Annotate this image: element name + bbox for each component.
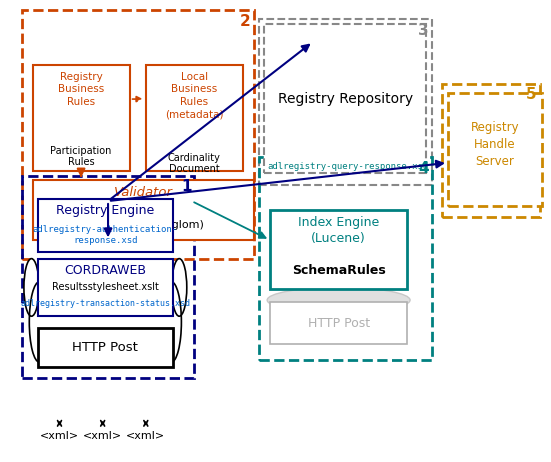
Text: SchemaRules: SchemaRules [291, 264, 386, 277]
FancyBboxPatch shape [33, 65, 129, 171]
FancyBboxPatch shape [38, 199, 173, 252]
Text: Registry
Business
Rules: Registry Business Rules [58, 72, 104, 107]
Text: <xml>: <xml> [83, 432, 122, 441]
Text: Registry Engine: Registry Engine [56, 204, 154, 217]
Text: adlregistry-transaction-status.xsd: adlregistry-transaction-status.xsd [20, 299, 190, 308]
FancyBboxPatch shape [270, 303, 407, 344]
Text: adlregistry-authentication-
response.xsd: adlregistry-authentication- response.xsd [33, 225, 178, 245]
FancyBboxPatch shape [448, 93, 542, 206]
FancyBboxPatch shape [38, 328, 173, 367]
FancyBboxPatch shape [146, 65, 243, 171]
FancyBboxPatch shape [264, 24, 426, 173]
Text: 2: 2 [240, 13, 251, 29]
Text: 3: 3 [418, 23, 429, 38]
Text: Participation
Rules: Participation Rules [50, 146, 112, 167]
FancyBboxPatch shape [33, 180, 253, 240]
Text: adlregistry-query-response.xsd: adlregistry-query-response.xsd [267, 162, 428, 171]
Ellipse shape [24, 259, 39, 316]
FancyBboxPatch shape [270, 210, 407, 289]
Text: Validator: Validator [114, 186, 172, 199]
Text: Resultsstylesheet.xslt: Resultsstylesheet.xslt [52, 282, 159, 292]
Ellipse shape [172, 259, 187, 316]
Text: 4: 4 [418, 161, 429, 176]
Text: 1: 1 [181, 179, 192, 195]
FancyBboxPatch shape [38, 259, 173, 316]
Text: 5: 5 [526, 87, 537, 102]
Text: Registry
Handle
Server: Registry Handle Server [471, 121, 520, 168]
Text: CORDRAWEB: CORDRAWEB [64, 264, 147, 277]
Text: <xml>: <xml> [40, 432, 79, 441]
Text: Cardinality
Document: Cardinality Document [168, 153, 221, 174]
Text: Index Engine
(Lucene): Index Engine (Lucene) [298, 216, 379, 245]
Text: Local
Business
Rules
(metadata): Local Business Rules (metadata) [165, 72, 224, 119]
Text: HTTP Post: HTTP Post [72, 341, 138, 354]
Ellipse shape [267, 287, 410, 313]
Text: HTTP Post: HTTP Post [307, 316, 370, 329]
Text: ADLReg-T (adlreglom): ADLReg-T (adlreglom) [82, 220, 204, 230]
Text: <xml>: <xml> [126, 432, 165, 441]
Text: Registry Repository: Registry Repository [278, 91, 413, 106]
